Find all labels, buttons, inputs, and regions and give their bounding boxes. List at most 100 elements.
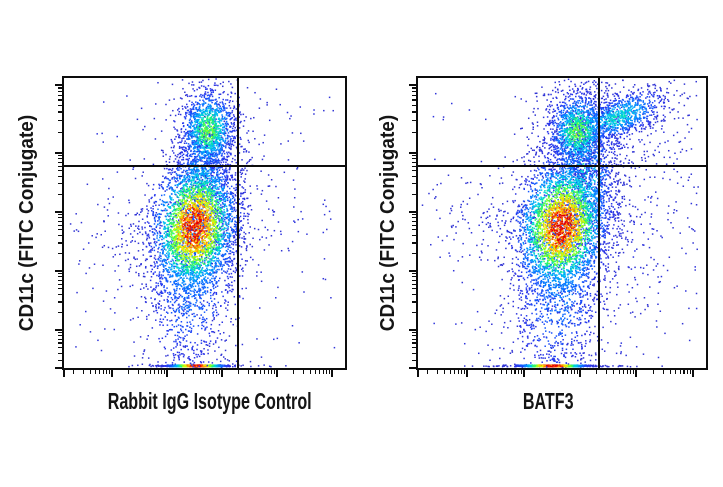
x-minor-tick [483, 370, 485, 374]
y-major-tick [55, 83, 62, 87]
quadrant-gate-vertical-line [236, 78, 239, 368]
y-minor-tick [58, 131, 62, 134]
x-minor-tick [618, 370, 620, 374]
y-minor-tick [58, 165, 62, 167]
y-minor-tick [412, 155, 416, 157]
x-minor-tick [99, 370, 101, 374]
x-minor-tick [199, 370, 201, 374]
y-minor-tick [58, 288, 62, 290]
x-minor-tick [322, 370, 325, 374]
x-minor-tick [328, 370, 331, 374]
x-minor-tick [183, 370, 185, 374]
x-minor-tick [259, 370, 261, 374]
plot-area [62, 76, 347, 370]
y-minor-tick [412, 94, 416, 97]
x-minor-tick [517, 370, 519, 374]
x-minor-tick [254, 370, 256, 374]
y-major-tick [55, 152, 62, 155]
y-minor-tick [412, 293, 416, 296]
x-minor-tick [212, 370, 215, 374]
y-minor-tick [58, 111, 62, 113]
x-minor-tick [686, 370, 688, 374]
x-axis-label: Rabbit IgG Isotype Control [64, 389, 345, 413]
y-minor-tick [412, 279, 416, 281]
y-minor-tick [58, 279, 62, 281]
x-minor-tick [89, 370, 91, 374]
y-minor-tick [412, 288, 416, 290]
y-minor-tick [58, 175, 62, 178]
y-minor-tick [58, 338, 62, 340]
y-minor-tick [412, 229, 416, 231]
y-minor-tick [58, 252, 62, 254]
y-major-tick [55, 366, 62, 370]
x-minor-tick [218, 370, 220, 374]
y-minor-tick [58, 224, 62, 226]
x-minor-tick [520, 370, 522, 374]
y-minor-tick [58, 293, 62, 296]
x-minor-tick [562, 370, 564, 374]
x-minor-tick [319, 370, 321, 374]
y-minor-tick [412, 87, 416, 89]
y-minor-tick [412, 360, 416, 362]
x-minor-tick [464, 370, 466, 374]
y-minor-tick [412, 332, 416, 334]
y-minor-tick [412, 165, 416, 167]
y-minor-tick [412, 342, 416, 344]
x-major-tick [522, 370, 525, 377]
x-minor-tick [449, 370, 451, 374]
y-major-tick [409, 366, 416, 370]
y-minor-tick [412, 220, 416, 222]
x-minor-tick [437, 370, 439, 374]
x-minor-tick [209, 370, 211, 374]
y-minor-tick [412, 175, 416, 178]
y-minor-tick [58, 283, 62, 285]
x-major-tick [275, 370, 279, 377]
x-minor-tick [623, 370, 625, 374]
y-minor-tick [412, 347, 416, 349]
y-minor-tick [412, 273, 416, 275]
x-minor-tick [314, 370, 317, 374]
y-minor-tick [58, 87, 62, 89]
x-minor-tick [662, 370, 664, 374]
y-major-tick [409, 83, 416, 87]
y-major-tick [409, 210, 416, 214]
y-minor-tick [412, 193, 416, 195]
y-minor-tick [58, 158, 62, 160]
y-minor-tick [58, 155, 62, 157]
y-minor-tick [412, 301, 416, 303]
x-minor-tick [144, 370, 146, 374]
x-axis-label-text: BATF3 [522, 388, 574, 414]
x-minor-tick [444, 370, 446, 374]
x-minor-tick [540, 370, 542, 374]
y-minor-tick [58, 273, 62, 275]
y-minor-tick [58, 332, 62, 334]
x-minor-tick [192, 370, 194, 374]
y-minor-tick [58, 161, 62, 163]
x-minor-tick [514, 370, 516, 374]
quadrant-gate-vertical-line [598, 78, 600, 368]
y-minor-tick [58, 217, 62, 219]
y-minor-tick [412, 170, 416, 172]
y-minor-tick [412, 90, 416, 93]
x-minor-tick [493, 370, 495, 374]
y-minor-tick [58, 301, 62, 303]
x-minor-tick [216, 370, 218, 374]
x-minor-tick [137, 370, 139, 374]
y-minor-tick [58, 183, 62, 185]
y-minor-tick [58, 220, 62, 222]
y-major-tick [55, 270, 62, 273]
x-minor-tick [108, 370, 111, 374]
y-minor-tick [412, 352, 416, 355]
y-minor-tick [58, 99, 62, 101]
y-minor-tick [58, 170, 62, 172]
y-axis-label: CD11c (FITC Conjugate) [377, 114, 399, 332]
x-minor-tick [500, 370, 502, 374]
y-minor-tick [58, 229, 62, 231]
x-minor-tick [128, 370, 130, 374]
x-minor-tick [309, 370, 311, 374]
quadrant-gate-horizontal-line [418, 165, 706, 168]
y-major-tick [55, 210, 62, 214]
x-minor-tick [630, 370, 632, 374]
